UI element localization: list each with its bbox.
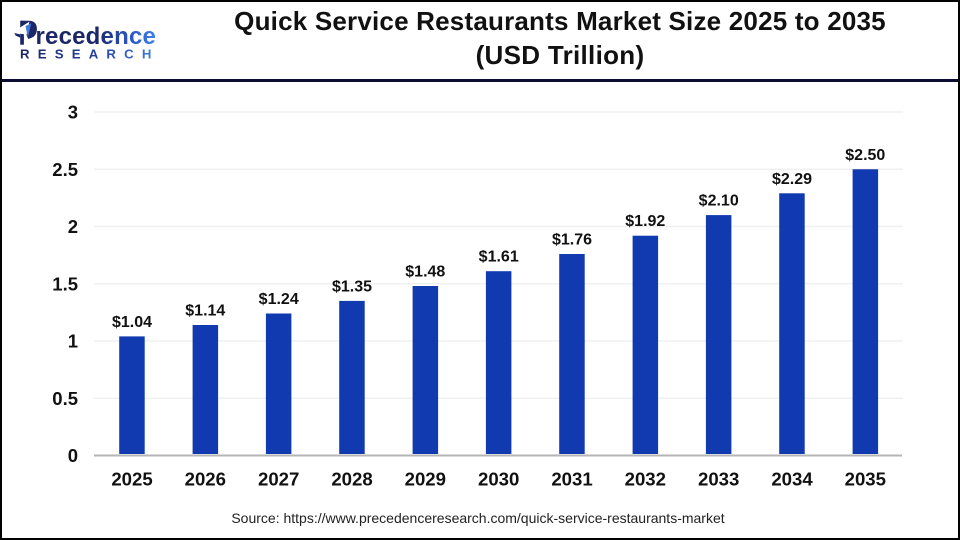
svg-text:Source: https://www.precedence: Source: https://www.precedenceresearch.c…: [231, 510, 724, 526]
svg-text:2026: 2026: [185, 468, 226, 489]
svg-text:$1.48: $1.48: [405, 264, 445, 281]
svg-text:2028: 2028: [331, 468, 372, 489]
svg-text:$1.24: $1.24: [259, 291, 299, 308]
svg-text:2032: 2032: [625, 468, 666, 489]
svg-text:$1.92: $1.92: [625, 213, 665, 230]
svg-text:$1.61: $1.61: [479, 249, 519, 266]
svg-text:$1.14: $1.14: [185, 303, 225, 320]
svg-text:2: 2: [68, 216, 78, 237]
svg-text:2.5: 2.5: [52, 159, 78, 180]
svg-text:RESEARCH: RESEARCH: [20, 47, 160, 62]
svg-text:recedence: recedence: [36, 23, 157, 50]
svg-text:$1.76: $1.76: [552, 232, 592, 249]
svg-text:$1.04: $1.04: [112, 314, 152, 331]
svg-text:1.5: 1.5: [52, 273, 78, 294]
svg-text:2035: 2035: [845, 468, 886, 489]
svg-text:0.5: 0.5: [52, 388, 78, 409]
svg-text:2027: 2027: [258, 468, 299, 489]
svg-text:2034: 2034: [771, 468, 813, 489]
svg-text:$1.35: $1.35: [332, 278, 372, 295]
svg-text:$2.10: $2.10: [699, 193, 739, 210]
svg-text:2025: 2025: [111, 468, 152, 489]
svg-text:2031: 2031: [551, 468, 592, 489]
svg-text:2030: 2030: [478, 468, 519, 489]
svg-text:1: 1: [68, 331, 78, 352]
svg-text:0: 0: [68, 445, 78, 466]
svg-text:2029: 2029: [405, 468, 446, 489]
svg-text:$2.50: $2.50: [845, 147, 885, 164]
svg-text:$2.29: $2.29: [772, 171, 812, 188]
svg-text:2033: 2033: [698, 468, 739, 489]
svg-text:3: 3: [68, 102, 78, 123]
